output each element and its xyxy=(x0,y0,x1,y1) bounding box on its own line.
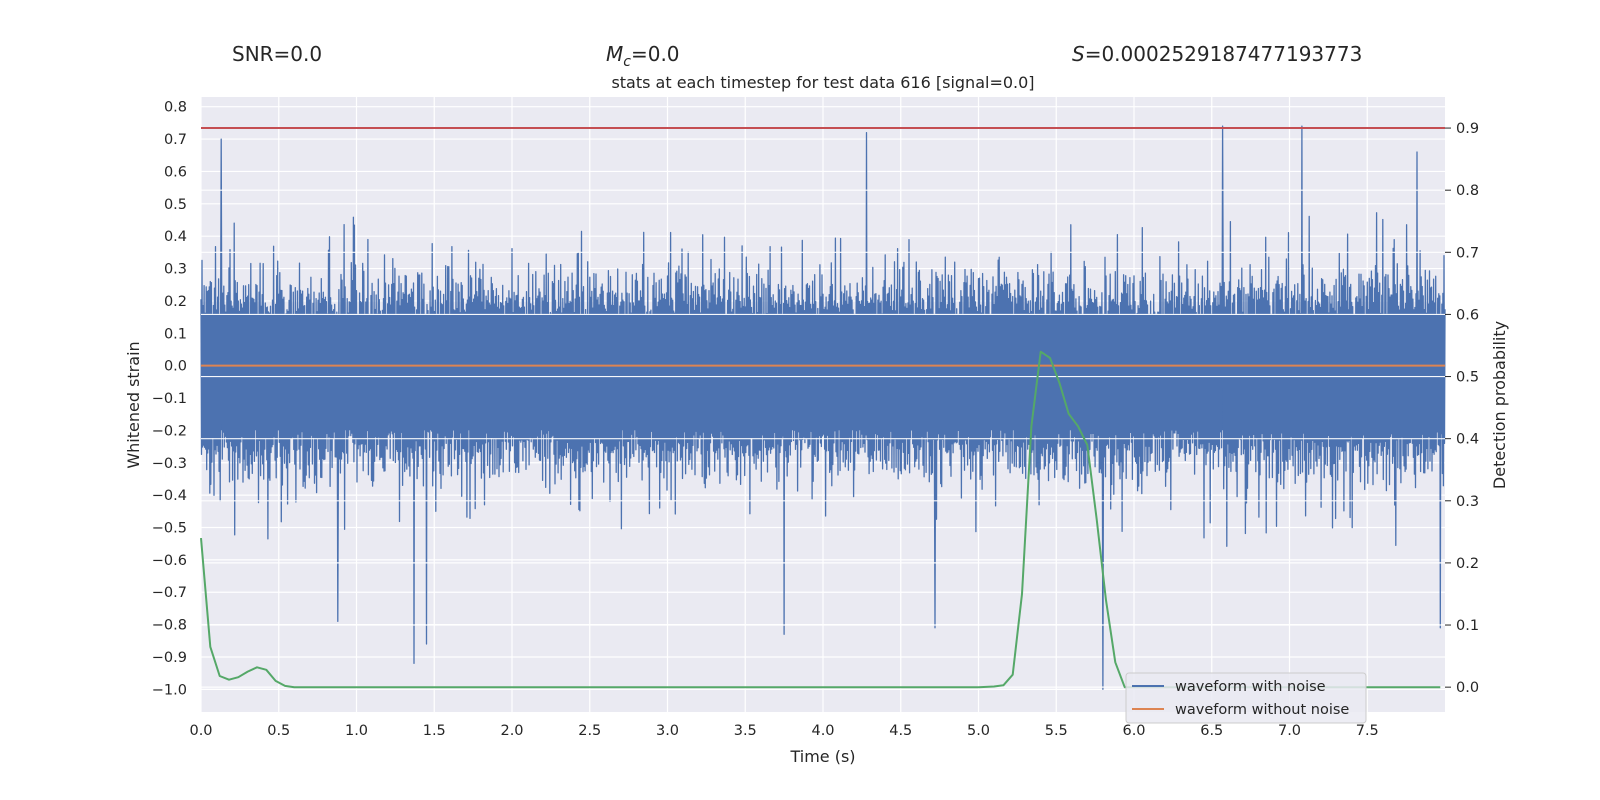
y-tick-label: 0.3 xyxy=(164,262,187,278)
y-axis-label: Whitened strain xyxy=(124,341,143,468)
x-tick-label: 7.0 xyxy=(1278,723,1301,739)
x-tick-label: 7.5 xyxy=(1356,723,1379,739)
x-tick-label: 6.0 xyxy=(1122,723,1145,739)
y-tick-label: −0.2 xyxy=(152,423,187,439)
chart-title: stats at each timestep for test data 616… xyxy=(611,73,1034,92)
y-tick-label: −0.8 xyxy=(152,618,187,634)
x-tick-label: 1.5 xyxy=(423,723,446,739)
waveform-with-noise-series xyxy=(200,125,1446,690)
legend-label-noise: waveform with noise xyxy=(1175,679,1326,695)
x-tick-label: 4.0 xyxy=(811,723,834,739)
snr-annotation: SNR=0.0 xyxy=(232,42,322,66)
legend: waveform with noise waveform without noi… xyxy=(1125,672,1367,724)
x-tick-label: 0.5 xyxy=(267,723,290,739)
detection-probability-line xyxy=(200,350,1441,689)
y-tick-label: −0.3 xyxy=(152,456,187,472)
x-tick-label: 3.5 xyxy=(734,723,757,739)
y2-tick-label: 0.0 xyxy=(1456,680,1479,696)
x-axis-label: Time (s) xyxy=(789,747,855,766)
y2-tick-label: 0.7 xyxy=(1456,245,1479,261)
x-tick-label: 0.0 xyxy=(189,723,212,739)
legend-box xyxy=(1125,672,1367,724)
y2-tick-label: 0.6 xyxy=(1456,307,1479,323)
legend-label-clean: waveform without noise xyxy=(1175,702,1349,718)
x-axis-ticks: 0.0 0.5 1.0 1.5 2.0 2.5 3.0 3.5 4.0 4.5 5.0 5.5 6.0 6… xyxy=(189,723,1378,739)
y2-tick-label: 0.8 xyxy=(1456,183,1479,199)
y-tick-label: −0.7 xyxy=(152,585,187,601)
x-tick-label: 6.5 xyxy=(1200,723,1223,739)
y-axis-ticks: 0.8 0.7 0.6 0.5 0.4 0.3 0.2 0.1 0.0 −0.1 −0.2 −0.3 −… xyxy=(152,100,187,699)
waveform-with-noise-line xyxy=(200,125,1446,690)
y-tick-label: 0.4 xyxy=(164,229,187,245)
y2-axis-label: Detection probability xyxy=(1490,321,1509,489)
x-tick-label: 2.0 xyxy=(500,723,523,739)
x-tick-label: 5.0 xyxy=(967,723,990,739)
y-tick-label: 0.2 xyxy=(164,294,187,310)
y2-axis-ticks: 0.9 0.8 0.7 0.6 0.5 0.4 0.3 0.2 0.1 0.0 xyxy=(1445,121,1479,696)
x-tick-label: 5.5 xyxy=(1045,723,1068,739)
y-tick-label: −0.4 xyxy=(152,488,187,504)
x-tick-label: 2.5 xyxy=(578,723,601,739)
x-tick-label: 1.0 xyxy=(345,723,368,739)
y-tick-label: −0.1 xyxy=(152,391,187,407)
y-tick-label: −0.6 xyxy=(152,553,187,569)
y2-tick-label: 0.4 xyxy=(1456,432,1479,448)
overlay-series xyxy=(200,127,1445,689)
s-statistic-annotation: S=0.0002529187477193773 xyxy=(1072,42,1362,66)
y2-tick-label: 0.5 xyxy=(1456,370,1479,386)
x-tick-label: 4.5 xyxy=(889,723,912,739)
y2-tick-label: 0.1 xyxy=(1456,618,1479,634)
x-tick-label: 3.0 xyxy=(656,723,679,739)
y2-tick-label: 0.3 xyxy=(1456,494,1479,510)
y-tick-label: 0.0 xyxy=(164,359,187,375)
y-tick-label: −1.0 xyxy=(152,682,187,698)
y-tick-label: 0.8 xyxy=(164,100,187,116)
y-tick-label: 0.5 xyxy=(164,197,187,213)
y-tick-label: −0.5 xyxy=(152,521,187,537)
y2-tick-label: 0.2 xyxy=(1456,556,1479,572)
y2-tick-label: 0.9 xyxy=(1456,121,1479,137)
y-tick-label: 0.7 xyxy=(164,132,187,148)
chirp-mass-annotation: Mc=0.0 xyxy=(606,42,680,70)
y-tick-label: 0.1 xyxy=(164,326,187,342)
y-tick-label: 0.6 xyxy=(164,164,187,180)
y-tick-label: −0.9 xyxy=(152,650,187,666)
